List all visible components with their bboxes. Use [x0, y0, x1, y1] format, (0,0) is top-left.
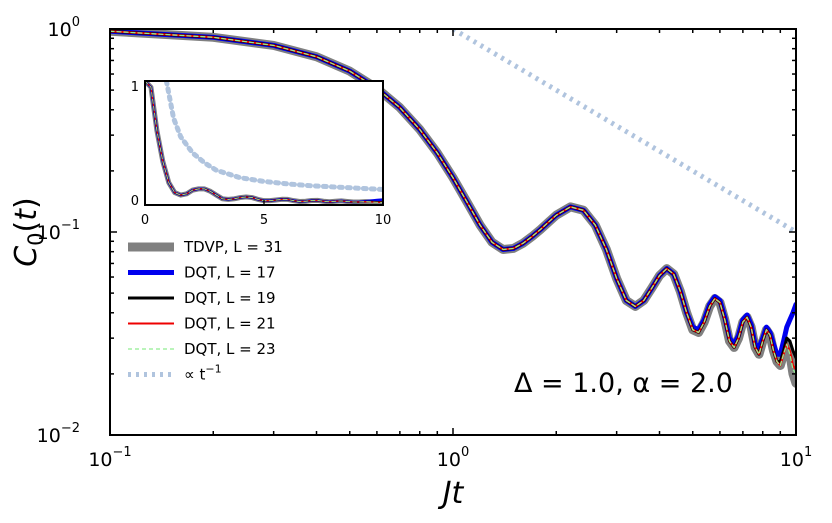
parameter-annotation: Δ = 1.0, α = 2.0: [514, 368, 733, 399]
inset-x-tick-label: 0: [141, 213, 149, 228]
inset-axis-ticks: 0 5 10 0 1: [131, 80, 392, 228]
main-series-line-5: [451, 29, 796, 235]
x-tick-label: 10−1: [88, 445, 131, 471]
main-series-group: [110, 29, 796, 388]
legend-label-2: DQT, L = 19: [184, 289, 276, 307]
inset-x-tick-label: 5: [260, 213, 268, 228]
inset-y-tick-label: 1: [131, 80, 139, 95]
inset-series-line-0: [163, 81, 383, 192]
legend-label-4: DQT, L = 23: [184, 340, 276, 358]
legend-label-1: DQT, L = 17: [184, 264, 276, 282]
inset-chart: 0 5 10 0 1: [131, 80, 392, 228]
y-tick-label: 100: [48, 15, 80, 41]
y-tick-label: 10−2: [37, 421, 80, 447]
inset-x-tick-label: 10: [375, 213, 392, 228]
legend-label-3: DQT, L = 21: [184, 315, 276, 333]
inset-y-tick-label: 0: [131, 194, 139, 209]
legend-label-0: TDVP, L = 31: [183, 238, 283, 256]
y-tick-label: 10−1: [37, 218, 80, 244]
y-axis-label: C0(t): [9, 197, 48, 267]
legend-label-5: ∝ t−1: [184, 363, 222, 384]
x-axis-label: Jt: [438, 476, 465, 511]
x-tick-label: 101: [780, 445, 812, 471]
main-series-line-4: [110, 30, 796, 375]
legend: TDVP, L = 31 DQT, L = 17 DQT, L = 19 DQT, L…: [128, 238, 283, 384]
x-tick-label: 100: [437, 445, 469, 471]
